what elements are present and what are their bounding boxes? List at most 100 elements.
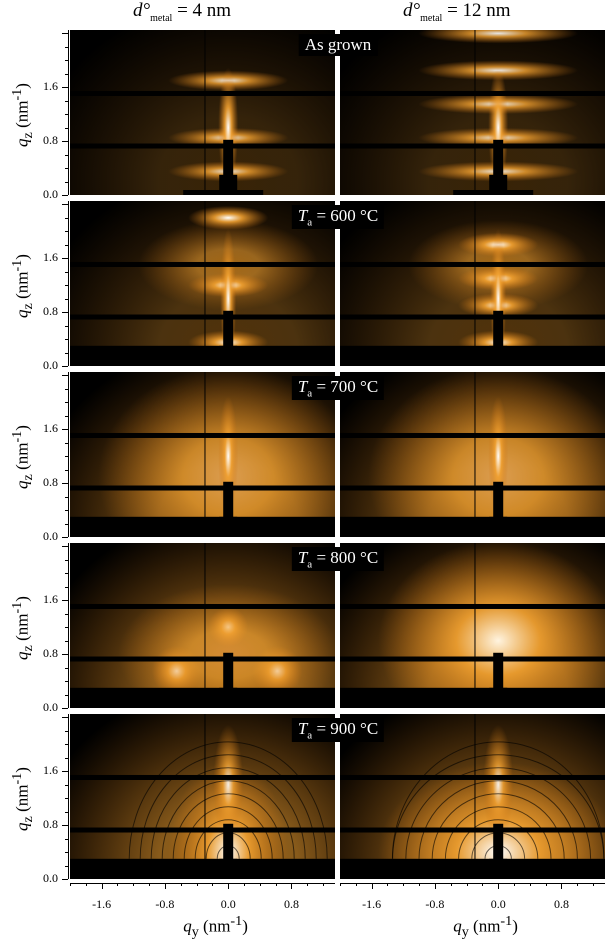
y-tick-label: 1.6 — [43, 250, 58, 265]
x-tick-mark — [85, 883, 87, 886]
horizon-shadow — [70, 858, 335, 879]
contour-line — [458, 819, 539, 859]
detector-gap — [70, 774, 335, 780]
axis-superscript: -1 — [8, 772, 25, 785]
axis-unit: (nm — [198, 916, 231, 936]
x-tick-mark — [577, 883, 579, 886]
beam-stop — [223, 481, 234, 537]
axis-superscript: -1 — [8, 601, 25, 614]
beam-stop-base — [489, 345, 508, 366]
x-tick-mark — [340, 883, 341, 886]
beam-stop — [223, 823, 234, 879]
y-tick-mark — [65, 271, 68, 273]
axis-superscript: -1 — [8, 430, 25, 443]
axis-subscript: y — [461, 924, 469, 941]
x-tick-label: 0.0 — [220, 897, 236, 911]
detector-gap — [340, 827, 605, 833]
beam-stop-base — [489, 516, 508, 537]
beam-stop-arm — [183, 190, 264, 195]
beam-stop — [493, 652, 504, 708]
axis-unit: (nm — [12, 100, 32, 132]
axis-symbol: q — [12, 479, 32, 489]
horizon-shadow — [340, 345, 605, 366]
x-tick-mark — [545, 883, 547, 886]
detector-gap — [340, 432, 605, 438]
y-tick-mark — [65, 667, 68, 669]
x-tick-mark — [355, 883, 357, 886]
axis-unit: (nm — [12, 442, 32, 474]
y-tick-mark — [65, 46, 68, 48]
beam-stop — [493, 823, 504, 879]
x-tick-mark — [482, 883, 484, 886]
x-axis-label: qy (nm-1) — [183, 913, 248, 941]
x-tick-mark — [180, 883, 182, 886]
detector-gap — [70, 314, 335, 320]
temperature-value: = 600 °C — [312, 206, 379, 225]
temperature-symbol: T — [297, 719, 308, 738]
horizon-shadow — [340, 687, 605, 708]
x-tick-mark — [323, 883, 325, 886]
y-tick-label: 0.0 — [43, 358, 58, 372]
detector-gap — [70, 656, 335, 662]
contour-line — [418, 780, 578, 859]
y-tick-label: 0.8 — [43, 475, 58, 490]
contour-line — [391, 741, 605, 859]
axis-subscript: z — [20, 131, 37, 138]
detector-gap — [340, 314, 605, 320]
axis-subscript: z — [20, 815, 37, 822]
y-tick-mark — [65, 613, 68, 615]
y-tick-mark — [65, 114, 68, 116]
axis-superscript: -1 — [8, 259, 25, 272]
y-tick-mark — [62, 825, 68, 827]
y-tick-label: 0.0 — [43, 700, 58, 714]
y-tick-mark — [62, 600, 68, 602]
y-axis-line — [68, 714, 69, 879]
beam-stop-base — [219, 516, 238, 537]
x-tick-label: 0.8 — [283, 897, 299, 911]
y-axis-label: qz (nm-1) — [9, 70, 37, 160]
axis-unit-close: ) — [12, 595, 32, 602]
y-tick-mark — [62, 879, 68, 880]
beam-stop-base — [219, 687, 238, 708]
x-tick-mark — [149, 883, 151, 886]
beam-stop — [223, 652, 234, 708]
title-value: = 4 nm — [177, 0, 232, 21]
temperature-value: = 700 °C — [312, 377, 379, 396]
x-tick-mark — [101, 883, 103, 889]
detector-gap — [70, 90, 335, 96]
gisaxs-panel — [70, 714, 335, 879]
beam-stop — [493, 310, 504, 366]
y-axis-label: qz (nm-1) — [9, 754, 37, 844]
beam-stop — [493, 481, 504, 537]
y-tick-mark — [62, 537, 68, 538]
x-tick-label: -1.6 — [362, 897, 382, 911]
axis-unit-close: ) — [512, 916, 518, 936]
contour-line — [405, 767, 592, 859]
y-axis-label: qz (nm-1) — [9, 241, 37, 331]
x-tick-mark — [561, 883, 563, 889]
temperature-subscript: a — [307, 216, 313, 229]
y-tick-mark — [65, 352, 68, 354]
x-tick-mark — [419, 883, 421, 886]
axis-subscript: y — [191, 924, 199, 941]
condition-label: Ta = 700 °C — [291, 376, 385, 401]
x-tick-label: -0.8 — [425, 897, 445, 911]
axis-subscript: z — [20, 302, 37, 309]
beam-stop-base — [219, 174, 238, 195]
axis-superscript: -1 — [8, 88, 25, 101]
axis-unit: (nm — [12, 613, 32, 645]
condition-label: Ta = 800 °C — [291, 547, 385, 572]
gisaxs-panel — [70, 30, 335, 195]
y-tick-mark — [65, 469, 68, 471]
x-tick-mark — [498, 883, 500, 889]
y-tick-mark — [65, 244, 68, 246]
x-tick-mark — [244, 883, 246, 886]
beam-stop-base — [489, 687, 508, 708]
y-tick-label: 0.8 — [43, 646, 58, 661]
y-tick-mark — [65, 627, 68, 629]
detector-gap — [340, 774, 605, 780]
contour-line — [444, 806, 552, 859]
x-axis-line — [340, 883, 605, 884]
axis-superscript: -1 — [500, 913, 513, 929]
y-tick-mark — [65, 100, 68, 102]
